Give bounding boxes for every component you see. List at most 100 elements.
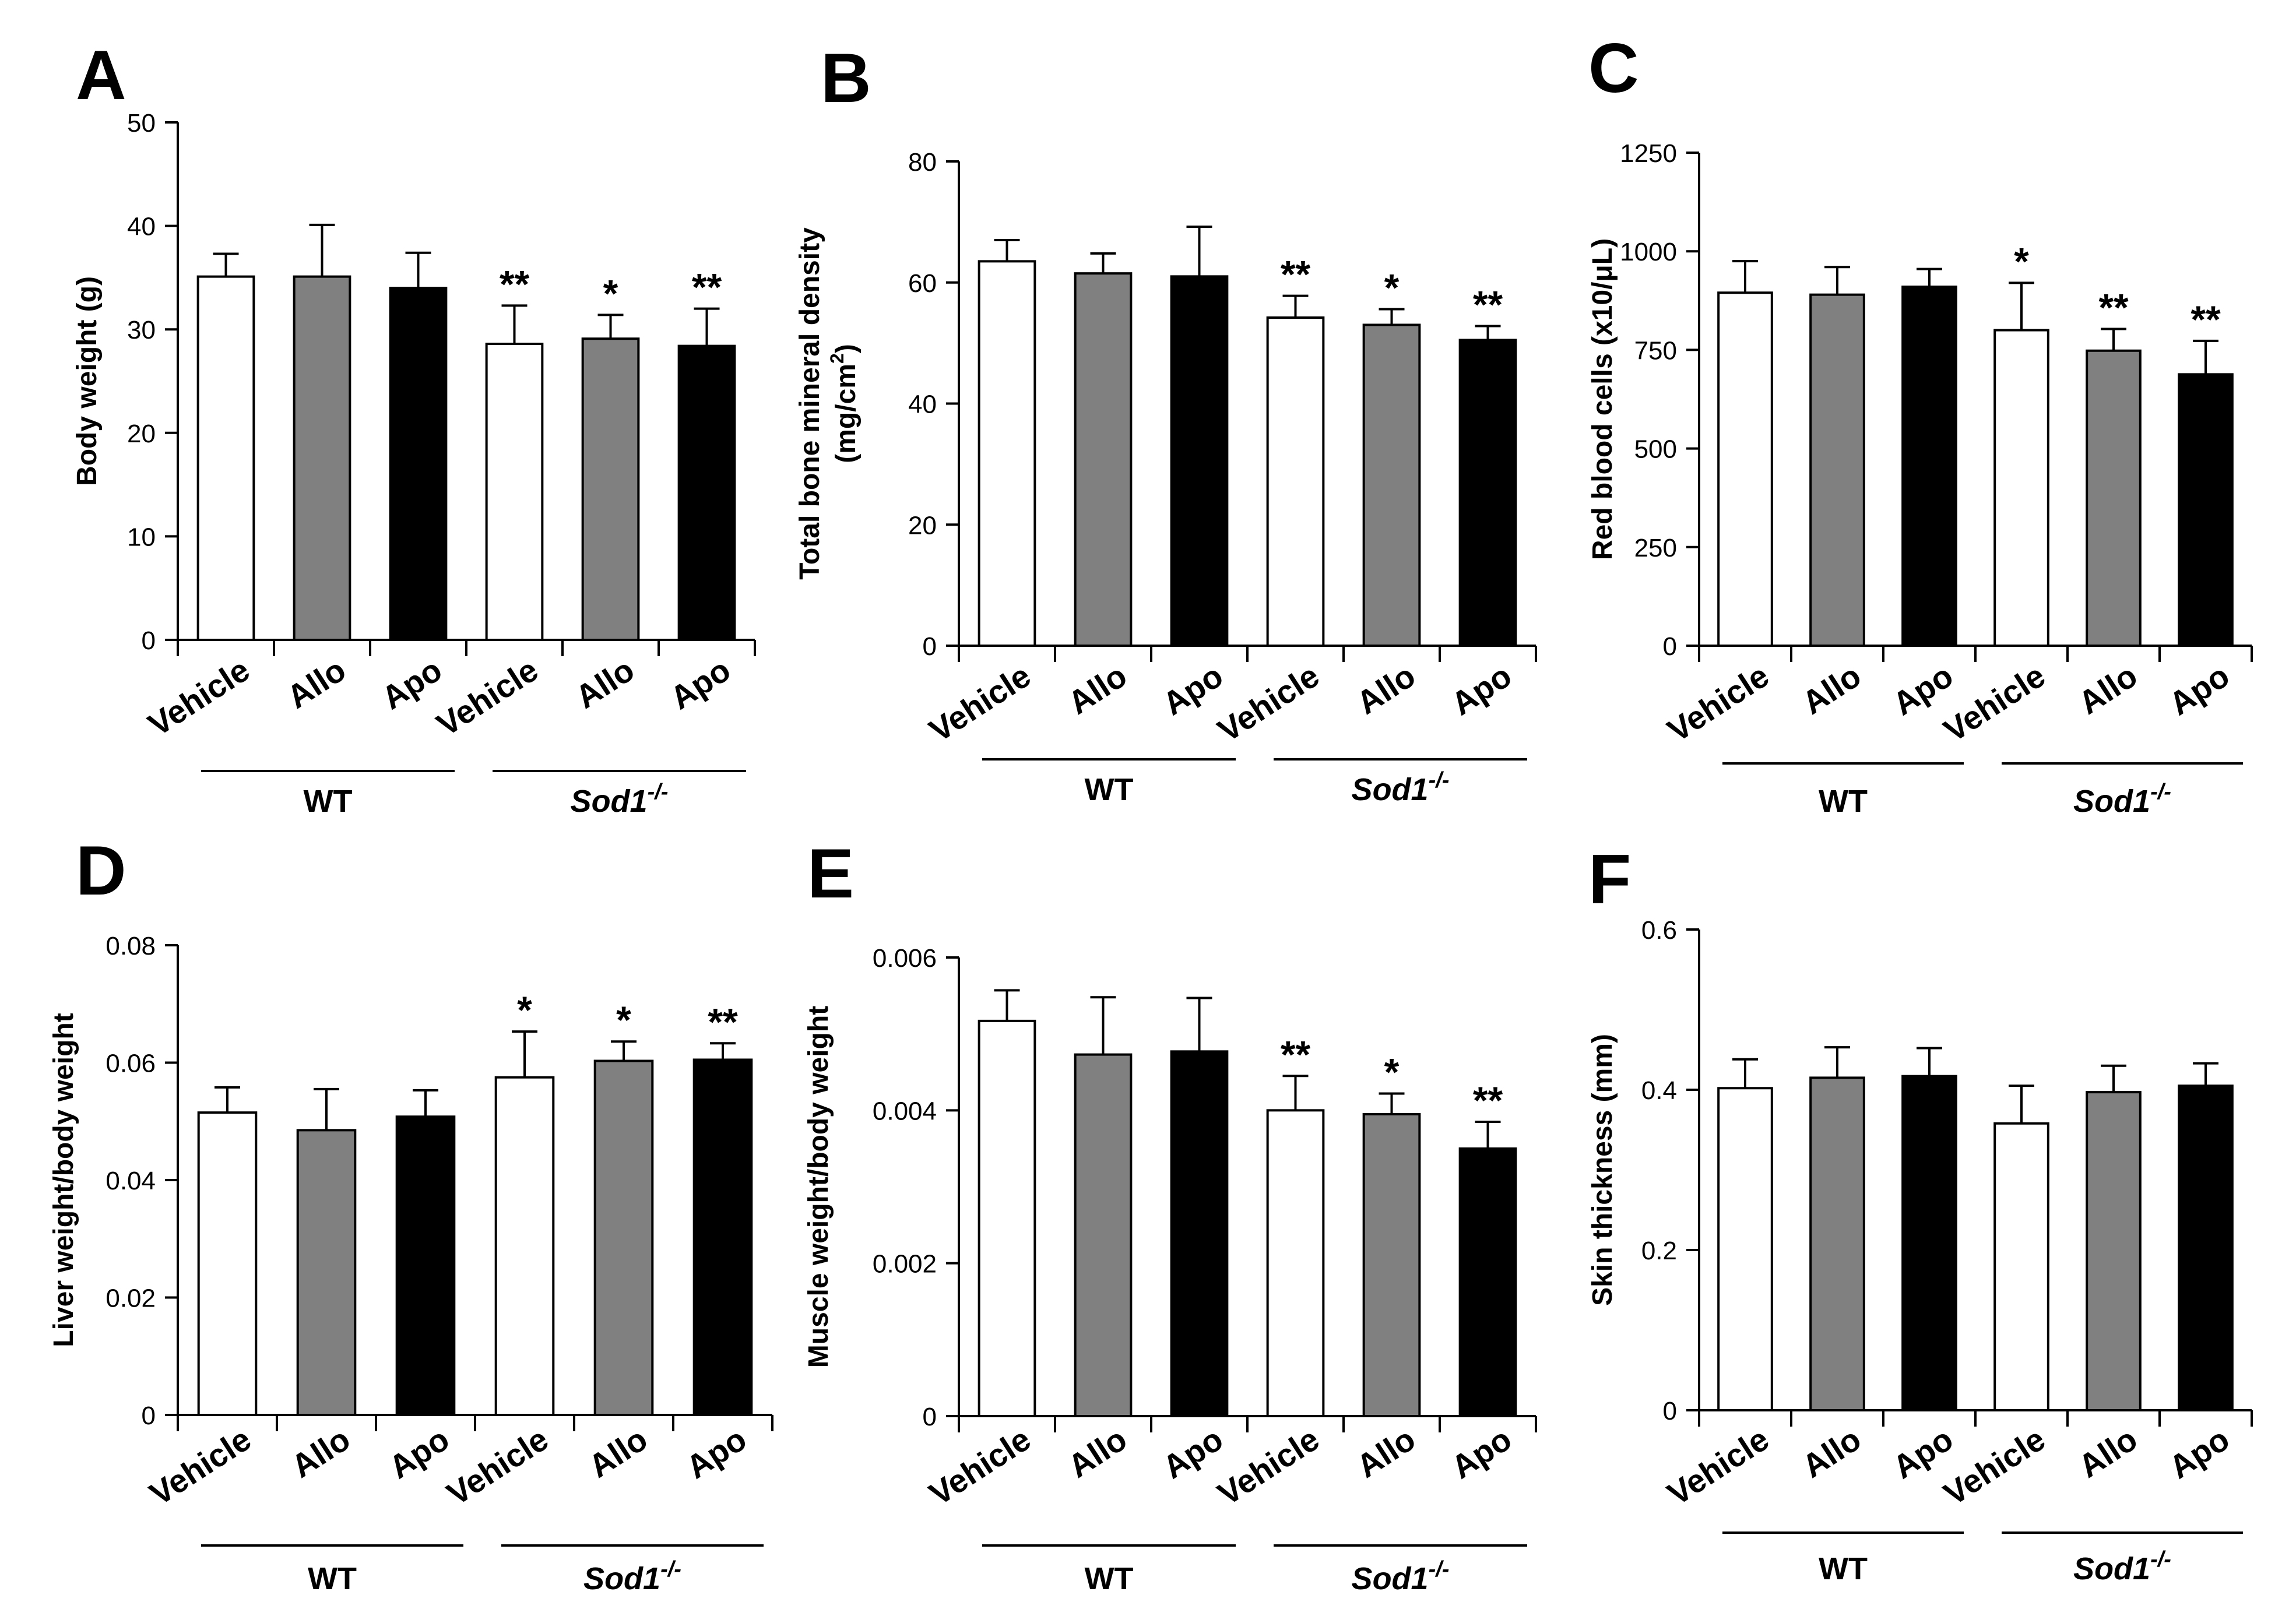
y-tick-label: 1000 [1620,238,1677,266]
bar [1170,275,1229,647]
group-label: WT [308,1561,357,1596]
y-axis-title: Red blood cells (x10/μL) [1587,238,1618,560]
group-label: Sod1-/- [2073,780,2171,819]
group-label: Sod1-/- [1352,768,1450,807]
y-axis-title: Skin thickness (mm) [1587,1034,1618,1306]
bar [1074,1053,1133,1417]
bar [978,1019,1036,1417]
y-tick-label: 80 [908,148,937,177]
bar [581,337,640,641]
bar [389,287,448,642]
group-label: WT [1819,784,1868,819]
category-label: Vehicle [1937,657,2051,749]
y-tick-label: 0.004 [873,1097,937,1125]
category-label: Allo [285,1420,357,1484]
category-label: Vehicle [1211,1420,1325,1512]
significance-marker: ** [1473,283,1503,326]
category-label: Allo [1350,657,1422,721]
y-tick-label: 0.2 [1641,1237,1677,1265]
bar [2086,349,2142,647]
bar [1170,1050,1229,1417]
y-tick-label: 30 [127,316,156,344]
y-axis-title: Muscle weight/body weight [803,1006,834,1368]
bar [395,1115,456,1416]
y-tick-label: 0.006 [873,944,937,973]
y-tick-label: 50 [127,109,156,138]
category-label: Apo [382,1420,456,1485]
y-tick-label: 40 [127,213,156,241]
category-label: Apo [2163,1420,2236,1485]
category-label: Apo [1444,1420,1518,1485]
category-label: Apo [680,1420,753,1485]
category-label: Vehicle [430,651,544,743]
panel-letter: D [76,832,126,910]
bar [1458,1147,1517,1417]
panel-letter: C [1588,29,1639,107]
y-tick-label: 0 [923,1403,937,1431]
y-tick-label: 60 [908,269,937,298]
y-tick-label: 0.08 [106,932,156,960]
bar [1993,1122,2049,1411]
bar [978,260,1036,647]
y-tick-label: 500 [1634,435,1677,464]
bar [1266,316,1325,647]
bar [1717,291,1773,647]
bar [2178,1085,2234,1411]
y-tick-label: 0.002 [873,1250,937,1279]
group-label: Sod1-/- [583,1557,681,1596]
bar [1809,293,1865,647]
y-tick-label: 750 [1634,336,1677,365]
significance-marker: * [1384,1050,1400,1093]
significance-marker: ** [692,266,722,309]
y-tick-label: 0.02 [106,1284,156,1313]
significance-marker: ** [708,1000,738,1043]
category-label: Apo [1156,657,1229,722]
significance-marker: ** [500,262,530,305]
y-tick-label: 10 [127,523,156,551]
chart-panel-e: E 0 0.002 0.004 0.006 Vehicle Allo Apo ** Vehicle… [803,835,1537,1596]
significance-marker: ** [1281,1033,1311,1076]
category-label: Vehicle [1661,1420,1775,1512]
category-label: Vehicle [1661,657,1775,749]
bar [1809,1076,1865,1411]
y-tick-label: 0.06 [106,1050,156,1078]
y-tick-label: 0 [923,632,937,661]
category-label: Allo [1796,657,1868,721]
category-label: Allo [2072,1420,2144,1484]
category-label: Vehicle [923,1420,1037,1512]
bar [677,344,736,642]
group-label: Sod1-/- [2073,1547,2171,1586]
y-axis-title: Liver weight/body weight [48,1013,79,1347]
category-label: Apo [375,651,448,716]
significance-marker: * [616,998,631,1041]
chart-panel-d: D 0 0.02 0.04 0.06 0.08 Vehicle Allo Apo * Vehicle… [48,832,773,1596]
bar [1717,1087,1773,1411]
y-tick-label: 20 [908,511,937,540]
category-label: Allo [582,1420,654,1484]
panel-letter: A [76,36,126,114]
category-label: Apo [1444,657,1518,722]
bar [1266,1109,1325,1418]
group-label: WT [1819,1551,1868,1586]
bar [2178,373,2234,647]
panel-letter: E [807,835,854,913]
y-tick-label: 0 [142,626,156,655]
category-label: Vehicle [440,1420,554,1512]
category-label: Allo [1796,1420,1868,1484]
category-label: Allo [1061,657,1133,721]
bar [2086,1091,2142,1411]
y-tick-label: 40 [908,390,937,419]
y-tick-label: 20 [127,420,156,448]
y-tick-label: 0 [142,1402,156,1430]
group-label: WT [304,784,353,819]
category-label: Allo [1061,1420,1133,1484]
y-tick-label: 0.6 [1641,916,1677,945]
bar [485,343,544,642]
significance-marker: * [517,988,532,1031]
significance-marker: * [603,272,618,315]
y-tick-label: 250 [1634,534,1677,562]
panel-letter: F [1588,840,1631,918]
bar [1901,1075,1957,1411]
